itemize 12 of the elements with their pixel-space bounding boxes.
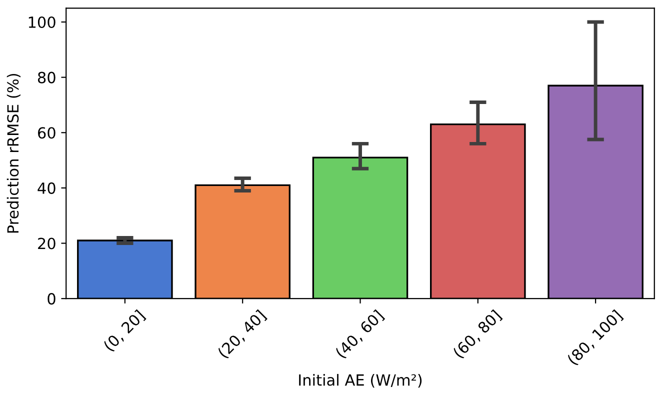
x-tick-label: (60, 80]: [452, 309, 503, 360]
x-tick-label: (0, 20]: [102, 309, 146, 353]
y-tick-label: 0: [48, 293, 56, 305]
y-tick-label: 80: [38, 72, 56, 84]
y-tick-label: 20: [38, 238, 56, 250]
y-tick-label: 40: [38, 182, 56, 194]
x-tick-label: (20, 40]: [216, 309, 268, 360]
y-axis-title: Prediction rRMSE (%): [6, 74, 20, 233]
x-tick-label: (40, 60]: [334, 309, 386, 360]
y-tick-label: 60: [38, 127, 56, 139]
y-tick-label: 100: [28, 16, 56, 28]
x-axis-title: Initial AE (W/m²): [299, 374, 422, 388]
